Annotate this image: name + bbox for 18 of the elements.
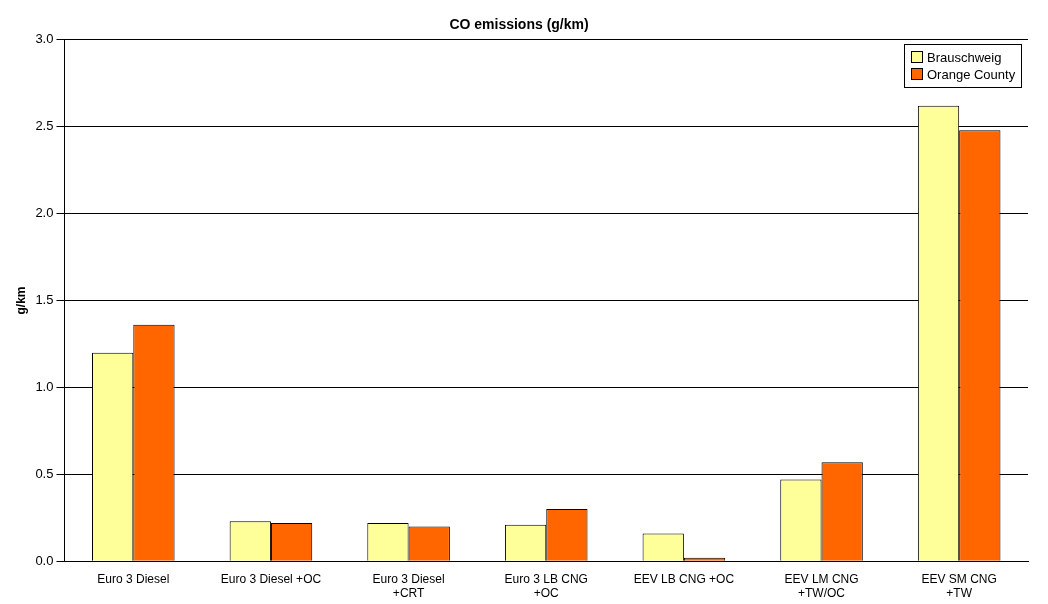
x-tick-label: EEV LB CNG +OC xyxy=(633,571,735,586)
legend-label: Brauschweig xyxy=(927,49,1002,65)
y-tick-label: 0.5 xyxy=(35,465,54,481)
y-tick-label: 0.0 xyxy=(35,552,54,568)
y-axis-title: g/km xyxy=(13,286,28,315)
y-tick-label: 2.0 xyxy=(35,205,54,221)
chart-title: CO emissions (g/km) xyxy=(449,16,589,33)
legend-label: Orange County xyxy=(927,66,1016,82)
y-tick-label: 3.0 xyxy=(35,31,54,47)
y-tick-label: 1.5 xyxy=(35,292,54,308)
x-tick-label: Euro 3 Diesel xyxy=(97,571,170,586)
x-tick-label: Euro 3 LB CNG +OC xyxy=(504,571,588,601)
x-tick-label: Euro 3 Diesel +CRT xyxy=(372,571,445,601)
y-tick-label: 2.5 xyxy=(35,118,54,134)
x-tick-label: Euro 3 Diesel +OC xyxy=(220,571,322,586)
x-tick-label: EEV LM CNG +TW/OC xyxy=(784,571,859,601)
x-tick-label: EEV SM CNG +TW xyxy=(921,571,997,601)
y-tick-label: 1.0 xyxy=(35,378,54,394)
